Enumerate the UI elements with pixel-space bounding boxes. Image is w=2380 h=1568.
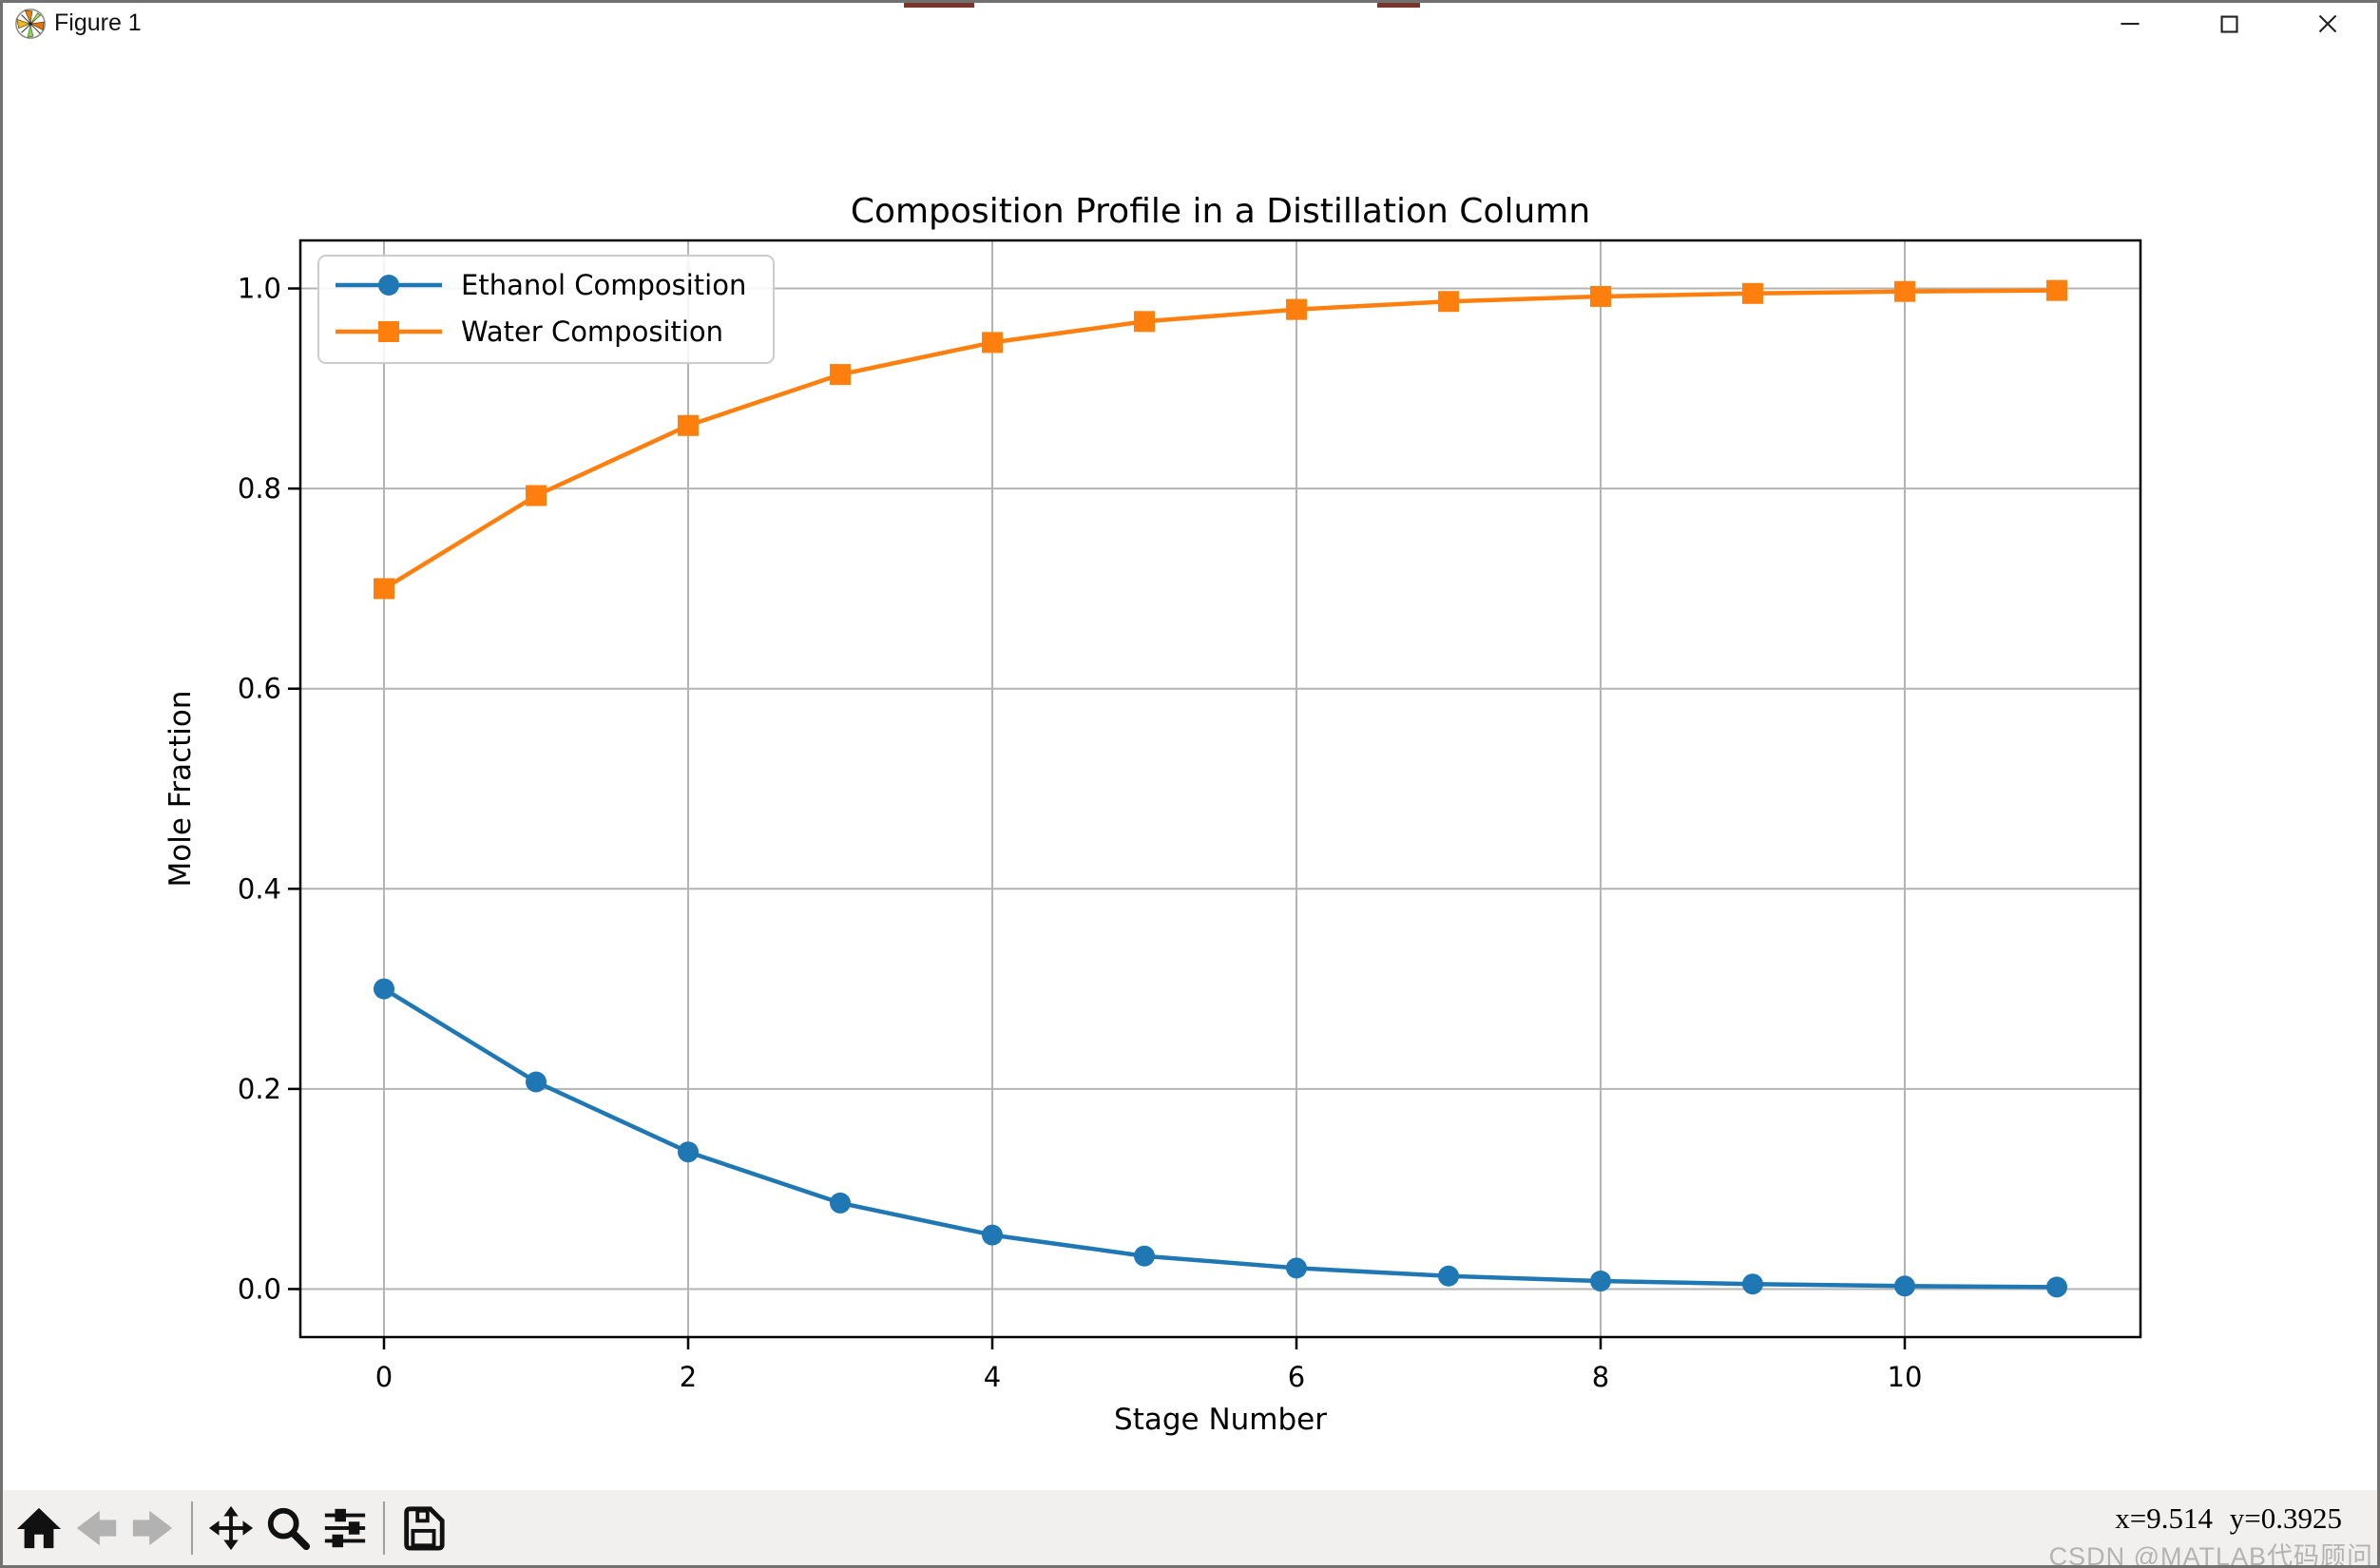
- data-point-marker: [1590, 285, 1611, 307]
- x-tick-label: 2: [680, 1361, 697, 1393]
- x-axis-label: Stage Number: [1114, 1403, 1327, 1437]
- window-title: Figure 1: [54, 10, 142, 36]
- magnifier-icon: [267, 1507, 311, 1550]
- data-point-marker: [1438, 1265, 1459, 1287]
- data-point-marker: [678, 414, 699, 436]
- data-point-marker: [830, 364, 851, 386]
- data-point-marker: [526, 485, 547, 507]
- data-point-marker: [830, 1192, 851, 1214]
- data-point-marker: [1894, 280, 1915, 302]
- composition-profile-chart[interactable]: 0 2 4 6 8 10 0.0 0.2 0.4 0.6 0.8 1.0 Composition Pro…: [3, 44, 2377, 1490]
- csdn-watermark: CSDN @MATLAB代码顾问: [2048, 1542, 2373, 1568]
- titlebar[interactable]: Figure 1: [3, 3, 2377, 44]
- series-line: [382, 986, 2058, 1290]
- data-point-marker: [1134, 1245, 1155, 1267]
- legend: Ethanol Composition Water Composition: [317, 255, 775, 364]
- legend-marker-circle: [378, 275, 399, 296]
- y-axis-label: Mole Fraction: [163, 691, 198, 888]
- window-controls: [2081, 3, 2377, 44]
- save-floppy-icon: [404, 1505, 445, 1551]
- back-arrow-icon: [76, 1510, 117, 1545]
- data-point-marker: [2046, 279, 2067, 301]
- grid: [300, 240, 2140, 1337]
- data-point-marker: [1286, 298, 1307, 320]
- tick-marks: 0 2 4 6 8 10 0.0 0.2 0.4 0.6 0.8 1.0: [238, 273, 1923, 1393]
- back-button[interactable]: [67, 1498, 125, 1558]
- data-point-marker: [2046, 1276, 2067, 1298]
- sliders-icon: [324, 1508, 366, 1547]
- maximize-button[interactable]: [2179, 3, 2278, 44]
- data-point-marker: [1438, 291, 1459, 313]
- data-point-marker: [1742, 1273, 1763, 1295]
- series-ethanol-composition: [374, 978, 2067, 1298]
- x-tick-label: 6: [1288, 1361, 1305, 1393]
- save-button[interactable]: [394, 1498, 451, 1558]
- legend-label: Ethanol Composition: [461, 269, 746, 301]
- matplotlib-logo-icon: [14, 8, 47, 40]
- data-point-marker: [982, 1224, 1003, 1246]
- y-tick-label: 1.0: [238, 273, 281, 305]
- cursor-position-status: x=9.514 y=0.3925: [2115, 1501, 2342, 1535]
- x-tick-label: 10: [1888, 1361, 1923, 1393]
- legend-marker-square: [378, 321, 399, 342]
- toolbar-separator: [191, 1501, 193, 1555]
- x-tick-label: 8: [1592, 1361, 1609, 1393]
- data-point-marker: [526, 1071, 547, 1093]
- data-point-marker: [374, 978, 394, 1000]
- home-icon: [16, 1507, 62, 1548]
- y-tick-label: 0.0: [238, 1272, 281, 1305]
- border-artifact-red-2: [1377, 3, 1420, 8]
- toolbar-separator: [383, 1501, 385, 1555]
- x-tick-label: 0: [375, 1361, 393, 1393]
- data-point-marker: [1894, 1275, 1915, 1297]
- zoom-button[interactable]: [259, 1498, 317, 1558]
- pan-button[interactable]: [202, 1498, 259, 1558]
- forward-arrow-icon: [132, 1510, 173, 1545]
- close-button[interactable]: [2278, 3, 2377, 44]
- data-point-marker: [374, 578, 394, 600]
- series-water-composition: [374, 279, 2067, 600]
- y-tick-label: 0.8: [238, 472, 281, 505]
- data-point-marker: [1590, 1271, 1611, 1292]
- y-tick-label: 0.4: [238, 872, 281, 905]
- forward-button[interactable]: [125, 1498, 182, 1558]
- navigation-toolbar: x=9.514 y=0.3925 CSDN @MATLAB代码顾问: [3, 1490, 2377, 1565]
- series-line: [382, 288, 2058, 591]
- data-point-marker: [678, 1141, 699, 1163]
- border-artifact-red-1: [904, 3, 974, 8]
- data-point-marker: [1134, 311, 1155, 333]
- minimize-button[interactable]: [2081, 3, 2179, 44]
- pan-icon: [208, 1505, 254, 1550]
- home-button[interactable]: [10, 1498, 67, 1558]
- configure-subplots-button[interactable]: [317, 1498, 374, 1558]
- data-point-marker: [1742, 282, 1763, 304]
- data-point-marker: [1286, 1257, 1307, 1279]
- data-point-marker: [982, 332, 1003, 354]
- y-tick-label: 0.6: [238, 673, 281, 705]
- legend-box: [317, 255, 775, 364]
- y-tick-label: 0.2: [238, 1073, 281, 1105]
- axes-spines: [298, 239, 2142, 1339]
- legend-label: Water Composition: [461, 316, 723, 348]
- figure-canvas[interactable]: 0 2 4 6 8 10 0.0 0.2 0.4 0.6 0.8 1.0 Composition Pro…: [3, 44, 2377, 1490]
- x-tick-label: 4: [984, 1361, 1001, 1393]
- chart-title: Composition Profile in a Distillation Co…: [851, 192, 1590, 231]
